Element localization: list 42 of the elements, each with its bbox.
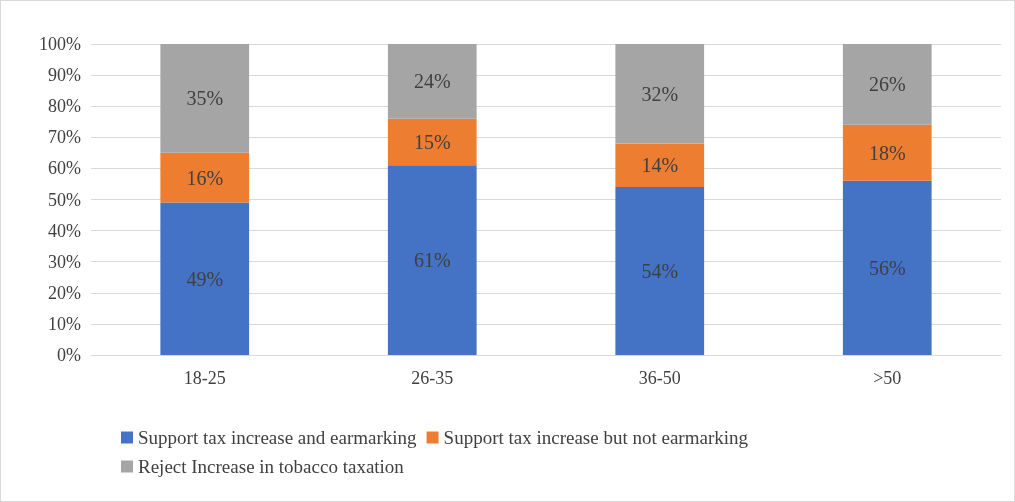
x-tick-label: 18-25: [183, 368, 226, 388]
bar: [160, 202, 250, 355]
x-tick-label: >50: [873, 368, 902, 388]
data-label: 61%: [413, 249, 451, 272]
bar: [615, 143, 705, 188]
data-label: 15%: [413, 130, 451, 153]
data-label: 18%: [868, 141, 906, 164]
y-tick-label: 40%: [48, 220, 81, 241]
bar: [615, 44, 705, 144]
y-tick-label: 100%: [39, 34, 81, 54]
data-label: 49%: [186, 267, 224, 290]
bar: [387, 165, 477, 355]
bar: [160, 152, 250, 203]
bar: [842, 44, 932, 125]
y-tick-label: 30%: [48, 251, 81, 272]
y-tick-label: 90%: [48, 65, 81, 86]
y-tick-label: 0%: [57, 345, 81, 365]
x-tick-label: 26-35: [411, 368, 454, 388]
y-tick-label: 10%: [48, 313, 81, 334]
data-label: 26%: [868, 73, 906, 96]
bar: [387, 118, 477, 166]
y-tick-label: 80%: [48, 96, 81, 117]
data-label: 35%: [186, 87, 224, 110]
y-tick-label: 60%: [48, 158, 81, 179]
y-tick-label: 70%: [48, 127, 81, 148]
data-label: 32%: [641, 82, 679, 105]
data-label: 24%: [413, 70, 451, 93]
legend-label: Reject Increase in tobacco taxation: [138, 456, 405, 477]
data-label: 14%: [641, 154, 679, 177]
bar: [842, 124, 932, 181]
legend-label: Support tax increase and earmarking: [138, 427, 418, 448]
x-tick-label: 36-50: [638, 368, 681, 388]
bar: [387, 44, 477, 119]
bar: [615, 187, 705, 355]
data-label: 16%: [186, 166, 224, 189]
y-tick-label: 50%: [48, 189, 81, 210]
bar: [842, 180, 932, 355]
data-label: 54%: [641, 260, 679, 283]
data-label: 56%: [868, 256, 906, 279]
bar: [160, 44, 250, 153]
y-tick-label: 20%: [48, 282, 81, 303]
legend-label: Support tax increase but not earmarking: [443, 427, 749, 448]
